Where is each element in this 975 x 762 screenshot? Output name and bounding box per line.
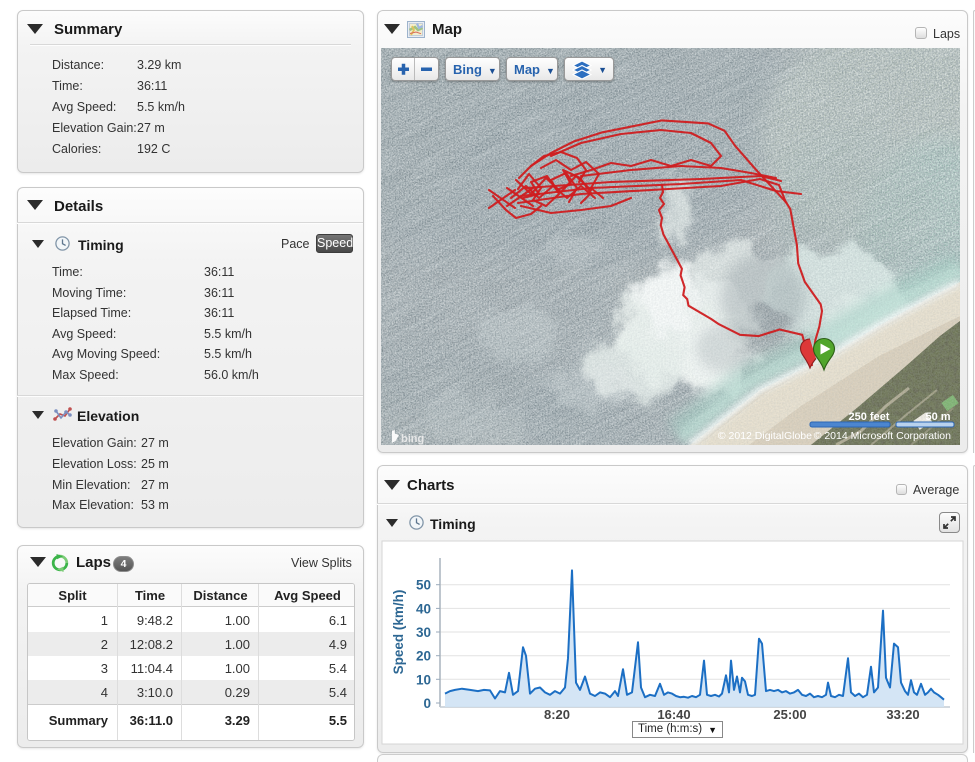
svg-text:© 2014 Microsoft Corporation: © 2014 Microsoft Corporation (814, 430, 951, 442)
svg-text:20: 20 (416, 649, 431, 664)
svg-text:16:40: 16:40 (657, 707, 690, 722)
svg-text:40: 40 (416, 601, 431, 616)
svg-text:10: 10 (416, 672, 431, 687)
svg-text:50 m: 50 m (925, 411, 950, 423)
svg-text:bing: bing (401, 433, 424, 445)
svg-text:Speed (km/h): Speed (km/h) (391, 590, 406, 675)
svg-text:30: 30 (416, 625, 431, 640)
svg-text:8:20: 8:20 (544, 707, 570, 722)
svg-text:250 feet: 250 feet (849, 411, 890, 423)
svg-text:33:20: 33:20 (886, 707, 919, 722)
svg-text:25:00: 25:00 (773, 707, 806, 722)
svg-text:© 2012 DigitalGlobe: © 2012 DigitalGlobe (718, 430, 812, 442)
svg-text:50: 50 (416, 578, 431, 593)
svg-text:0: 0 (423, 696, 431, 711)
